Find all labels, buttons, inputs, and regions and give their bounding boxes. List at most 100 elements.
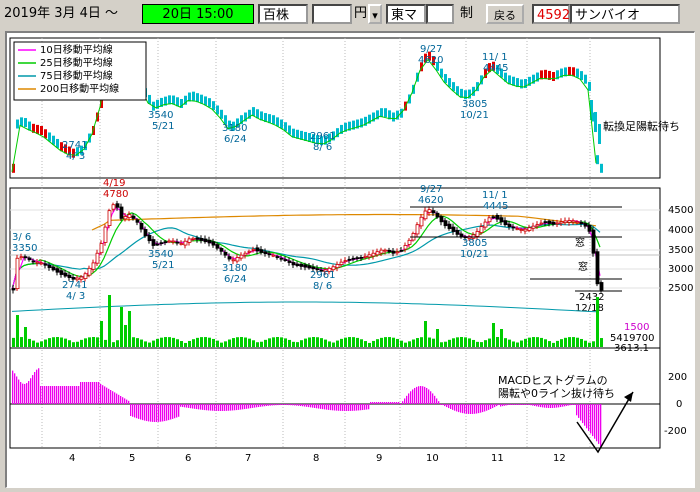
stock-code[interactable]: 4592 bbox=[532, 4, 570, 24]
candle bbox=[319, 269, 324, 272]
price-label-4445: 4445 bbox=[483, 201, 508, 212]
macd-bar bbox=[438, 401, 440, 404]
inset-box bbox=[324, 135, 327, 145]
volume-bar bbox=[164, 337, 167, 347]
inset-box bbox=[512, 76, 515, 86]
chevron-down-icon[interactable]: ▾ bbox=[368, 4, 382, 24]
volume-bar bbox=[44, 339, 47, 347]
price-label-4-3: 4/ 3 bbox=[66, 291, 85, 302]
macd-bar bbox=[274, 404, 276, 406]
volume-bar bbox=[260, 341, 263, 347]
macd-bar bbox=[142, 404, 144, 421]
macd-note-line1: MACDヒストグラムの bbox=[498, 373, 608, 387]
volume-bar bbox=[432, 338, 435, 347]
inset-box bbox=[464, 90, 467, 100]
macd-bar bbox=[534, 404, 536, 406]
macd-bar bbox=[198, 404, 200, 410]
inset-box bbox=[296, 129, 299, 139]
macd-bar bbox=[16, 376, 18, 404]
macd-bar bbox=[350, 404, 352, 411]
inset-box bbox=[44, 129, 47, 139]
macd-bar bbox=[390, 402, 392, 404]
volume-bar bbox=[420, 337, 423, 347]
macd-bar bbox=[392, 402, 394, 404]
inset-label-4-3: 4/ 3 bbox=[66, 151, 85, 162]
month-label-5: 5 bbox=[129, 453, 135, 464]
inset-label-2741: 2741 bbox=[62, 140, 87, 151]
macd-bar bbox=[586, 404, 588, 429]
macd-bar bbox=[434, 395, 436, 404]
volume-bar bbox=[236, 337, 239, 347]
macd-bar bbox=[130, 404, 132, 416]
macd-bar bbox=[118, 394, 120, 404]
macd-bar bbox=[48, 386, 50, 404]
market-value-field[interactable] bbox=[426, 4, 454, 24]
volume-bar bbox=[556, 340, 559, 347]
macd-bar bbox=[520, 404, 522, 405]
inset-box bbox=[540, 70, 543, 80]
candle bbox=[459, 233, 464, 237]
volume-bar bbox=[388, 337, 391, 347]
volume-bar bbox=[412, 339, 415, 347]
candle bbox=[563, 220, 568, 224]
inset-box bbox=[236, 118, 239, 128]
macd-bar bbox=[444, 404, 446, 407]
volume-bar bbox=[436, 329, 439, 347]
volume-bar bbox=[528, 337, 531, 347]
month-label-6: 6 bbox=[185, 453, 191, 464]
macd-bar bbox=[346, 404, 348, 411]
candle bbox=[503, 220, 508, 226]
market-field[interactable]: 東マ bbox=[386, 4, 426, 24]
volume-bar bbox=[80, 339, 83, 347]
volume-bar bbox=[488, 338, 491, 347]
candle bbox=[547, 220, 552, 224]
candle bbox=[115, 203, 120, 208]
macd-bar bbox=[166, 404, 168, 421]
candle bbox=[343, 260, 348, 262]
volume-bar bbox=[60, 337, 63, 347]
volume-bar bbox=[184, 342, 187, 347]
macd-bar bbox=[306, 404, 308, 407]
macd-bar bbox=[402, 401, 404, 404]
macd-bar bbox=[416, 386, 418, 404]
candle bbox=[383, 249, 388, 252]
volume-bar bbox=[364, 341, 367, 347]
price-tick-3500: 3500 bbox=[668, 245, 693, 256]
currency-field[interactable] bbox=[312, 4, 352, 24]
candle bbox=[287, 260, 292, 263]
inset-box bbox=[340, 124, 343, 134]
macd-bar bbox=[80, 382, 82, 404]
macd-bar bbox=[226, 404, 228, 411]
macd-bar bbox=[160, 404, 162, 422]
inset-box bbox=[396, 110, 399, 120]
back-button[interactable]: 戻る bbox=[486, 4, 524, 24]
inset-box bbox=[200, 94, 203, 104]
volume-bar bbox=[428, 337, 431, 347]
candle bbox=[475, 231, 480, 237]
macd-bar bbox=[478, 404, 480, 414]
candle bbox=[243, 252, 248, 256]
macd-bar bbox=[134, 404, 136, 418]
macd-bar bbox=[354, 404, 356, 411]
candle bbox=[259, 249, 264, 253]
inset-box bbox=[252, 107, 255, 117]
volume-bar bbox=[116, 340, 119, 347]
candle bbox=[351, 257, 356, 260]
macd-bar bbox=[348, 404, 350, 411]
period-field[interactable]: 20日 15:00 bbox=[142, 4, 254, 24]
price-label-3350: 3350 bbox=[12, 243, 37, 254]
price-tick-3000: 3000 bbox=[668, 264, 693, 275]
candle bbox=[139, 222, 144, 230]
stock-name[interactable]: サンバイオ bbox=[570, 4, 680, 24]
volume-bar bbox=[264, 339, 267, 347]
macd-bar bbox=[488, 404, 490, 410]
macd-bar bbox=[56, 386, 58, 404]
macd-bar bbox=[404, 398, 406, 404]
volume-bar bbox=[208, 337, 211, 347]
unit-field[interactable]: 百株 bbox=[258, 4, 308, 24]
macd-bar bbox=[336, 404, 338, 411]
macd-bar bbox=[28, 381, 30, 404]
volume-bar bbox=[328, 341, 331, 347]
macd-bar bbox=[210, 404, 212, 411]
volume-bar bbox=[292, 341, 295, 347]
